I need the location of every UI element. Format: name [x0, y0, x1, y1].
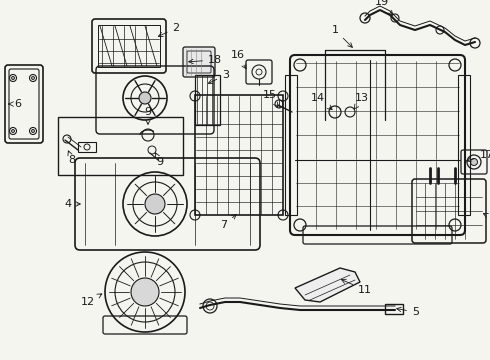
- Circle shape: [145, 194, 165, 214]
- Text: 11: 11: [342, 279, 372, 295]
- Text: 7: 7: [220, 215, 236, 230]
- Text: 9: 9: [155, 153, 164, 167]
- Text: 8: 8: [68, 151, 75, 165]
- Text: 16: 16: [231, 50, 246, 69]
- Circle shape: [139, 92, 151, 104]
- Text: 18: 18: [189, 55, 222, 65]
- Text: 1: 1: [332, 25, 352, 48]
- Text: 12: 12: [81, 294, 102, 307]
- Text: 17: 17: [466, 150, 490, 162]
- Text: 6: 6: [9, 99, 22, 109]
- Circle shape: [470, 158, 477, 166]
- Text: 9: 9: [145, 107, 151, 124]
- Bar: [195, 75, 220, 125]
- Bar: [58, 117, 183, 175]
- Circle shape: [11, 130, 15, 132]
- Text: 3: 3: [208, 70, 229, 84]
- Bar: [195, 95, 283, 215]
- Text: 14: 14: [311, 93, 332, 110]
- Bar: [385, 304, 403, 314]
- Polygon shape: [295, 268, 360, 302]
- Text: 2: 2: [158, 23, 179, 36]
- Text: 10: 10: [483, 213, 490, 225]
- Text: 15: 15: [263, 90, 278, 107]
- FancyBboxPatch shape: [183, 47, 215, 77]
- Bar: [78, 142, 96, 152]
- Circle shape: [31, 130, 34, 132]
- Text: 5: 5: [396, 307, 419, 317]
- Text: 19: 19: [375, 0, 392, 15]
- Text: 4: 4: [65, 199, 80, 209]
- Bar: [285, 75, 297, 215]
- Bar: [458, 75, 470, 215]
- Bar: [98, 25, 160, 67]
- Circle shape: [131, 278, 159, 306]
- Text: 13: 13: [354, 93, 369, 109]
- Circle shape: [11, 77, 15, 80]
- Circle shape: [31, 77, 34, 80]
